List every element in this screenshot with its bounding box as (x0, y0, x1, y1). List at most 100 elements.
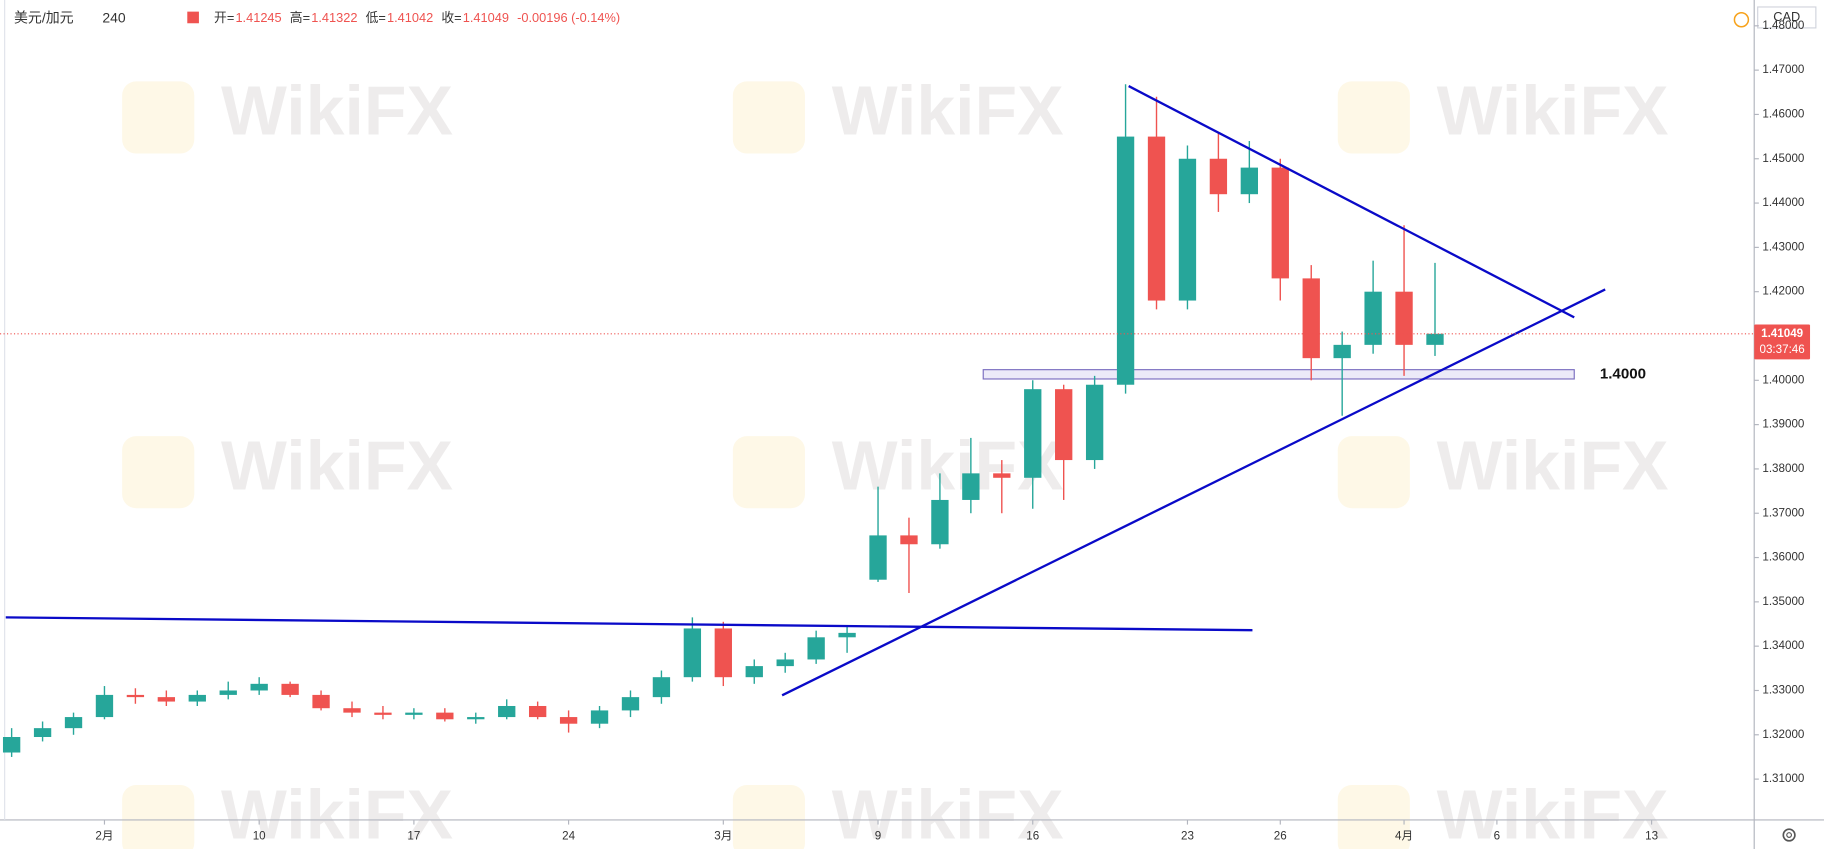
candle-body (931, 499, 949, 545)
candle-body (343, 708, 361, 713)
watermark-text: WikiFX (221, 72, 453, 150)
status-icon (187, 11, 199, 24)
stat-value: 1.41245 (235, 10, 281, 25)
candle-body (281, 683, 299, 695)
candle-body (2, 737, 21, 753)
zone-label: 1.4000 (1600, 365, 1646, 382)
candle-body (1209, 158, 1228, 195)
candle-body (993, 473, 1011, 478)
candle-body (1426, 333, 1444, 345)
gear[interactable] (1782, 828, 1796, 842)
candle-body (714, 628, 732, 678)
y-tick-label: 1.37000 (1762, 506, 1805, 519)
candle-body (1364, 291, 1382, 345)
x-tick-label: 13 (1645, 829, 1658, 842)
watermark-logo (732, 785, 805, 849)
x-tick-label: 23 (1181, 829, 1194, 842)
y-tick-label: 1.45000 (1762, 152, 1805, 165)
y-tick-label: 1.42000 (1762, 285, 1805, 298)
candle-body (1147, 136, 1166, 301)
watermark-logo (122, 81, 195, 154)
candle-body (467, 717, 485, 720)
candle-body (1024, 389, 1042, 478)
countdown: 03:37:46 (1759, 343, 1804, 356)
alert-icon[interactable] (1733, 12, 1750, 28)
currency-box (1757, 6, 1817, 29)
candle-body (312, 694, 330, 709)
x-tick-label: 2月 (95, 829, 113, 842)
candle-body (1178, 158, 1197, 301)
candle-body (1271, 167, 1289, 279)
y-tick-label: 1.33000 (1762, 684, 1805, 697)
candle-body (652, 677, 671, 698)
candle-body (621, 697, 640, 711)
trend-line (1128, 85, 1575, 319)
y-tick-label: 1.39000 (1762, 418, 1805, 431)
interval: 240 (102, 9, 126, 25)
candle-body (900, 535, 918, 545)
candle-body (219, 690, 237, 695)
candle-body (528, 705, 547, 718)
stat-value: -0.00196 (-0.14%) (517, 10, 620, 25)
candle-body (498, 705, 516, 718)
candle-body (869, 535, 887, 580)
watermark-logo (732, 81, 805, 154)
last-price-box (1754, 324, 1811, 360)
candle-body (33, 728, 52, 738)
x-tick-label: 6 (1494, 829, 1500, 842)
watermark-text: WikiFX (1437, 775, 1669, 849)
candle-body (1333, 344, 1351, 359)
candle-body (436, 712, 454, 720)
stat-value: 1.41049 (463, 10, 509, 25)
x-tick-label: 17 (407, 829, 420, 842)
header-stats: 开= 1.41245 高= 1.41322 低= 1.41042 收= 1.41049 -0.0… (214, 10, 620, 25)
trend-line (5, 616, 1253, 632)
y-tick-label: 1.35000 (1762, 595, 1805, 608)
y-tick-label: 1.38000 (1762, 462, 1805, 475)
y-tick-label: 1.40000 (1762, 373, 1805, 386)
y-tick-label: 1.32000 (1762, 728, 1805, 741)
y-tick-label: 1.44000 (1762, 196, 1805, 209)
watermark-text: WikiFX (1437, 72, 1669, 150)
watermark-logo (122, 785, 195, 849)
x-tick-label: 10 (253, 829, 266, 842)
watermark-logo (1337, 785, 1410, 849)
candle-body (64, 717, 83, 729)
candle-body (745, 666, 763, 678)
x-tick-label: 16 (1026, 829, 1039, 842)
candle-body (1055, 389, 1073, 461)
candle-body (1116, 136, 1135, 385)
y-tick-label: 1.46000 (1762, 108, 1805, 121)
watermark-text: WikiFX (832, 72, 1064, 150)
x-tick-label: 26 (1274, 829, 1287, 842)
watermark-logo (1337, 436, 1410, 509)
watermarks: WikiFX WikiFX WikiFX WikiFX WikiFX WikiFX Wiki… (122, 72, 1669, 849)
x-tick-label: 4月 (1395, 829, 1413, 842)
candle-body (683, 628, 702, 678)
y-tick-label: 1.36000 (1762, 551, 1805, 564)
candle-body (126, 694, 145, 698)
candle-body (1240, 167, 1259, 195)
candle-body (559, 717, 578, 724)
candle-body (776, 659, 794, 667)
support-zone (982, 369, 1575, 380)
y-tick-label: 1.47000 (1762, 63, 1805, 76)
watermark-text: WikiFX (1437, 426, 1669, 504)
x-tick-label: 9 (875, 829, 881, 842)
last-price-label: 1.41049 (1761, 327, 1804, 340)
y-tick-label: 1.43000 (1762, 240, 1805, 253)
watermark-logo (122, 436, 195, 509)
settings-icon[interactable] (1782, 828, 1796, 842)
candle-body (374, 712, 392, 715)
x-tick-label: 24 (562, 829, 575, 842)
candle-body (250, 683, 268, 691)
candle-body (188, 694, 206, 702)
candle-body (807, 637, 825, 660)
stat-label: 收= (441, 10, 461, 25)
stat-label: 低= (366, 10, 386, 25)
watermark-logo (732, 436, 805, 509)
watermark-text: WikiFX (832, 775, 1064, 849)
y-tick-label: 1.48000 (1762, 19, 1805, 32)
gear-core[interactable] (1786, 832, 1793, 838)
watermark-logo (1337, 81, 1410, 154)
